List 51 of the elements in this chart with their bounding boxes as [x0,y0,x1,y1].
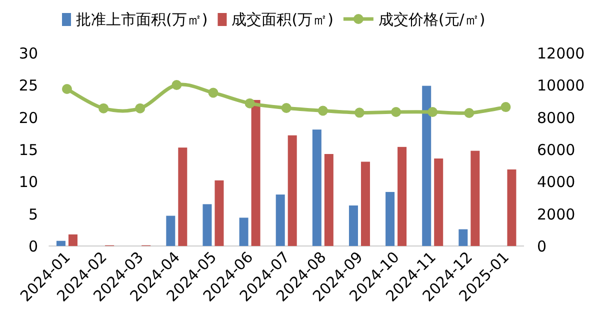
bar [239,218,248,246]
bar [202,204,212,246]
y-tick-label: 10 [18,173,38,192]
bar [251,100,260,246]
y-tick-label: 0 [28,238,38,256]
bar [56,240,66,246]
point [500,102,511,112]
y2-tick-label: 0 [537,238,547,256]
y-tick-label: 5 [28,205,38,224]
bar [214,180,224,246]
bar [507,169,516,246]
point [62,84,72,94]
y2-tick-label: 6000 [537,141,576,159]
bar [422,86,432,246]
point [244,98,255,108]
point [318,106,328,116]
point [391,107,402,118]
bar [360,162,370,246]
y-tick-label: 15 [18,141,38,159]
y-tick-label: 25 [18,76,38,95]
point [354,108,364,118]
point [428,107,438,118]
bar [324,154,334,246]
legend-label: 成交面积(万㎡) [232,10,334,28]
legend-label: 批准上市面积(万㎡) [76,10,208,28]
bar [386,192,395,246]
bar [348,205,358,246]
bar [398,146,407,246]
bar [68,234,78,246]
point [464,108,474,118]
legend-label: 成交价格(元/㎡) [378,10,486,28]
y2-tick-label: 4000 [537,173,576,192]
bar [178,148,188,246]
y2-tick-label: 10000 [537,76,585,95]
point [281,103,292,114]
y2-tick-label: 2000 [537,205,576,224]
point [172,80,182,90]
bar [312,130,322,246]
y2-tick-label: 12000 [537,44,585,62]
bar [276,194,285,246]
y2-tick-label: 8000 [537,108,576,127]
point [208,88,218,98]
point [135,103,146,114]
bar [288,135,297,246]
bar [166,216,176,246]
bar [458,229,468,246]
bar [434,158,444,246]
y-tick-label: 20 [18,108,38,127]
bar [470,150,480,246]
point [98,103,109,114]
y-tick-label: 30 [18,44,38,62]
